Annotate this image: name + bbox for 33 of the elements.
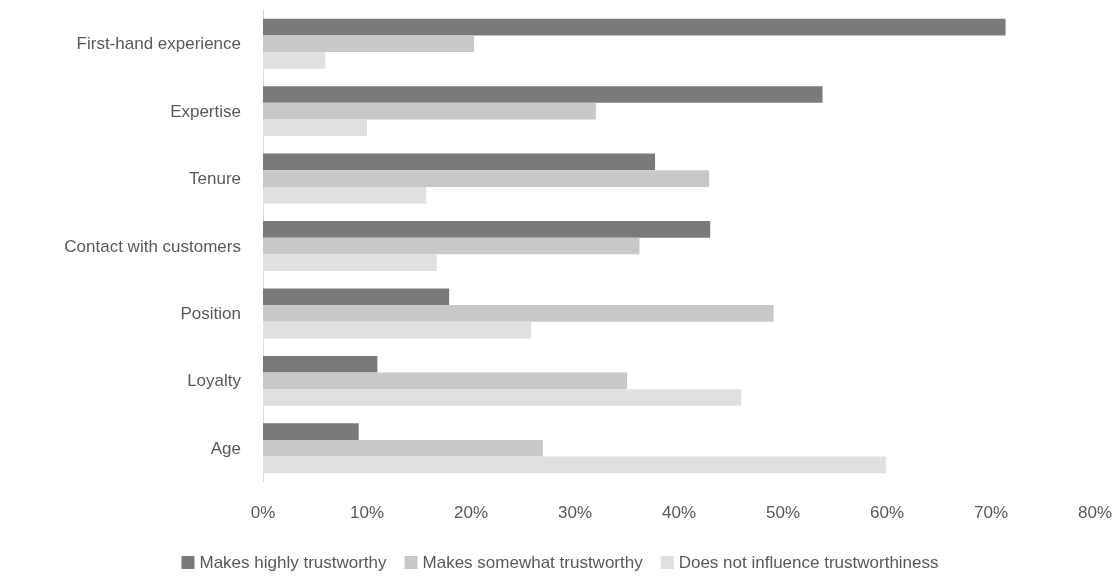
bar <box>263 439 543 457</box>
y-tick-label: Expertise <box>170 101 241 121</box>
legend-label: Makes highly trustworthy <box>199 553 388 572</box>
y-tick-label: First-hand experience <box>76 34 241 54</box>
x-tick-label: 50% <box>765 503 801 522</box>
y-tick-label: Position <box>180 303 241 323</box>
y-tick-label: Tenure <box>189 169 241 189</box>
x-tick-label: 60% <box>869 503 905 522</box>
bar <box>263 372 627 390</box>
bar <box>263 305 774 322</box>
bar <box>263 18 1006 36</box>
x-tick-label: 70% <box>973 503 1009 522</box>
legend-label: Does not influence trustworthiness <box>678 553 939 572</box>
bar <box>263 86 823 103</box>
x-tick-label: 40% <box>661 503 697 522</box>
bar <box>263 288 450 306</box>
y-tick-label: Age <box>210 438 241 458</box>
bar <box>263 35 475 53</box>
bar <box>263 355 378 373</box>
legend-label: Makes somewhat trustworthy <box>422 553 644 572</box>
bar <box>263 102 596 120</box>
x-tick-label: 80% <box>1077 503 1113 522</box>
x-tick-label: 10% <box>349 503 385 522</box>
bar <box>263 153 656 171</box>
y-tick-label: Contact with customers <box>64 236 241 256</box>
bar <box>263 237 640 255</box>
bar <box>263 423 359 440</box>
bar <box>263 170 710 187</box>
bar <box>263 221 711 238</box>
x-tick-label: 20% <box>453 503 489 522</box>
y-tick-label: Loyalty <box>187 371 242 391</box>
x-tick-label: 0% <box>250 503 276 522</box>
x-tick-label: 30% <box>557 503 593 522</box>
